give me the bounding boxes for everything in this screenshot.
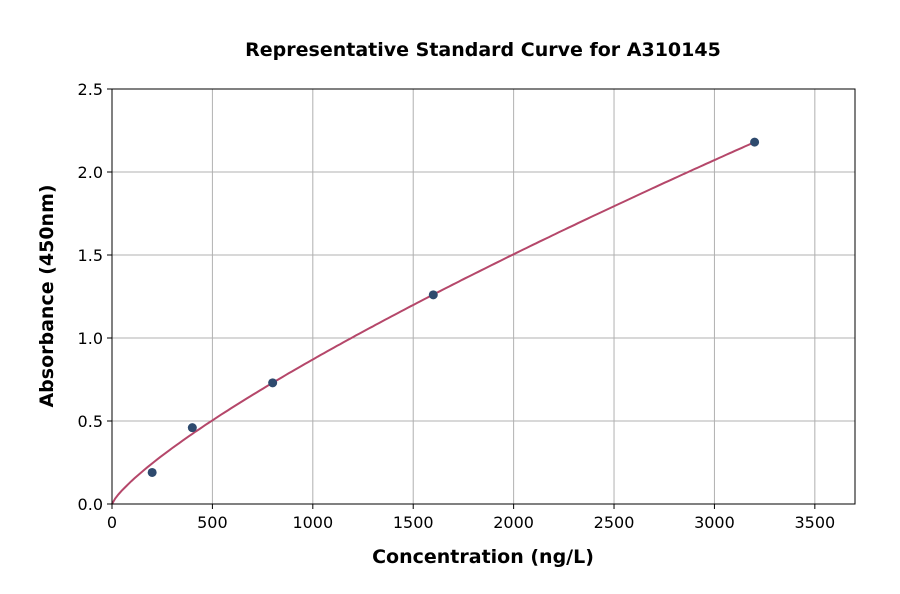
data-points [147,137,760,477]
y-tick-label: 1.0 [78,329,103,348]
fit-curve-layer [111,141,756,505]
chart-title: Representative Standard Curve for A31014… [245,39,721,61]
data-point [428,290,438,300]
y-tick-label: 0.0 [78,495,103,514]
x-tick-label: 0 [107,513,117,532]
data-point [268,378,278,388]
x-tick-label: 1000 [292,513,333,532]
x-tick-label: 500 [197,513,228,532]
x-tick-label: 2500 [594,513,635,532]
x-axis-label: Concentration (ng/L) [372,546,594,568]
plot-frame [111,88,856,505]
x-axis-ticks: 0 500 1000 1500 2000 2500 3000 3500 [107,504,835,532]
x-tick-label: 2000 [493,513,534,532]
x-tick-label: 3000 [694,513,735,532]
y-tick-label: 0.5 [78,412,103,431]
data-point [750,137,760,147]
grid [111,88,855,505]
y-tick-label: 2.0 [78,163,103,182]
y-tick-label: 2.5 [78,80,103,99]
fit-curve [111,141,756,505]
y-axis-ticks: 0.0 0.5 1.0 1.5 2.0 2.5 [78,80,112,514]
x-tick-label: 1500 [393,513,434,532]
y-tick-label: 1.5 [78,246,103,265]
y-axis-label: Absorbance (450nm) [36,184,58,407]
x-tick-label: 3500 [794,513,835,532]
data-point [147,467,157,477]
data-point [187,423,197,433]
